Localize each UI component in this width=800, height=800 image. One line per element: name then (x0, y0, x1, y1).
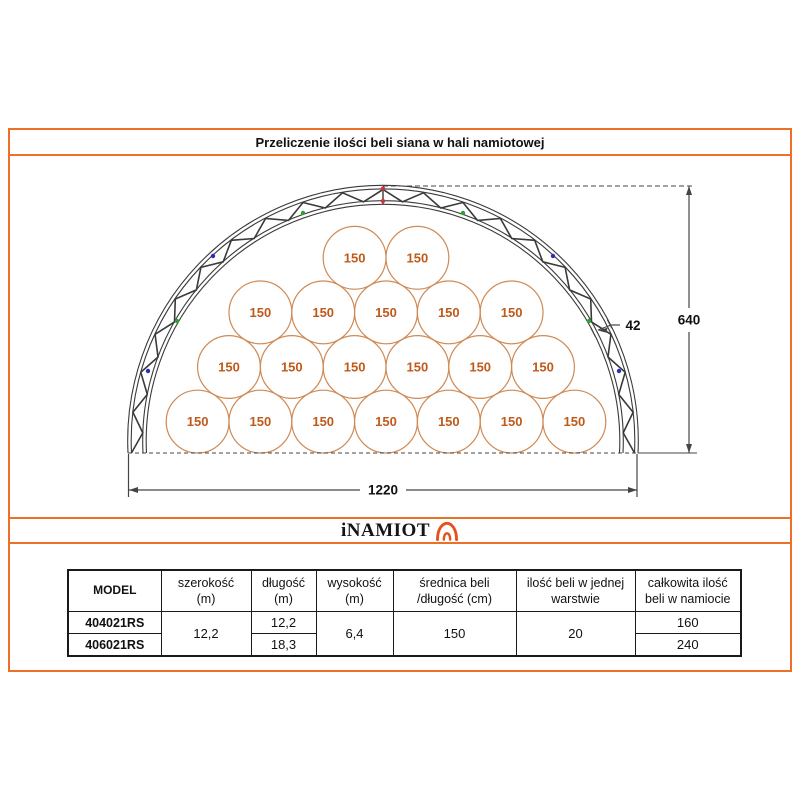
arrowhead-42 (598, 327, 608, 333)
title-bar: Przeliczenie ilości beli siana w hali na… (10, 130, 790, 156)
truss-arc (145, 203, 621, 454)
logo-bar: iNAMIOT (10, 519, 790, 544)
table-header-row: MODEL szerokość (m) długość (m) wysokość (m… (67, 569, 742, 612)
page-title: Przeliczenie ilości beli siana w hali na… (255, 134, 545, 150)
col-header-dlugosc: długość (m) (250, 569, 317, 612)
hay-bale-label: 150 (438, 414, 460, 429)
calkowita-cell: 160 (634, 611, 742, 634)
col-header-calkowita: całkowita ilość beli w namiocie (634, 569, 742, 612)
leader-42 (597, 324, 612, 331)
truss-marker-dot (460, 210, 466, 216)
szerokosc-cell: 12,2 (160, 611, 252, 657)
dimension-truss-depth-label: 42 (625, 318, 640, 333)
hay-bale-circle (385, 225, 450, 290)
col-header-srednica: średnica beli/długość (cm) (392, 569, 517, 612)
truss-marker-dot (586, 318, 592, 324)
table-row: 406021RS 18,3 240 (67, 633, 742, 657)
col-header-szerokosc: szerokość (m) (160, 569, 252, 612)
hay-bale-label: 150 (407, 250, 429, 265)
truss-marker-dot (616, 368, 622, 374)
hay-bale-label: 150 (469, 360, 491, 375)
tent-logo-icon (436, 521, 458, 541)
arrowhead-up (686, 186, 692, 195)
dlugosc-cell: 18,3 (250, 633, 317, 657)
model-cell: 404021RS (67, 611, 162, 634)
ilosc-warstwa-cell: 20 (515, 611, 636, 657)
arrowhead-right (628, 487, 637, 493)
hay-bale-label: 150 (218, 360, 240, 375)
calkowita-cell: 240 (634, 633, 742, 657)
wysokosc-cell: 6,4 (315, 611, 394, 657)
hay-bale-circle (542, 389, 607, 454)
truss-marker-dot (380, 186, 386, 191)
hay-bale-circle (479, 280, 544, 345)
hay-bale-circle (511, 335, 576, 400)
hay-bale-label: 150 (407, 360, 429, 375)
truss-marker-dot (174, 318, 180, 324)
hay-bale-label: 150 (438, 305, 460, 320)
hay-bale-label: 150 (375, 305, 397, 320)
table-row: 404021RS 12,2 12,2 6,4 150 20 160 (67, 611, 742, 657)
truss-marker-dot (145, 368, 151, 374)
hay-bale-label: 150 (532, 360, 554, 375)
dimension-height-label: 640 (678, 313, 701, 328)
model-cell: 406021RS (67, 633, 162, 657)
hay-bale-label: 150 (564, 414, 586, 429)
tick-42-inner (590, 327, 596, 338)
hay-bale-label: 150 (312, 414, 334, 429)
spec-table: MODEL szerokość (m) długość (m) wysokość (m… (67, 569, 742, 657)
spec-table-section: MODEL szerokość (m) długość (m) wysokość (m… (10, 544, 790, 670)
truss-marker-dot (210, 253, 216, 259)
col-header-wysokosc: wysokość (m) (315, 569, 394, 612)
hay-bale-label: 150 (501, 305, 523, 320)
hay-bale-label: 150 (344, 360, 366, 375)
hay-bale-label: 150 (375, 414, 397, 429)
truss-marker-dot (550, 253, 556, 259)
hay-bale-label: 150 (187, 414, 209, 429)
logo-text: iNAMIOT (341, 519, 430, 541)
arrowhead-left (129, 487, 138, 493)
hay-bale-label: 150 (312, 305, 334, 320)
dlugosc-cell: 12,2 (250, 611, 317, 634)
diagram-area: 150 150 150 150 150 150 150 150 150 150 150 150 150 1… (10, 156, 790, 519)
truss-marker-dot (380, 198, 386, 204)
hay-bale-label: 150 (250, 414, 272, 429)
col-header-ilosc-warstwa: ilość beli w jednej warstwie (515, 569, 636, 612)
hay-bale-label: 150 (250, 305, 272, 320)
srednica-cell: 150 (392, 611, 517, 657)
tent-cross-section-diagram: 150 150 150 150 150 150 150 150 150 150 150 150 150 1… (127, 184, 701, 498)
truss-marker-dot (300, 210, 306, 216)
arrowhead-down (686, 444, 692, 453)
hay-bale-label: 150 (281, 360, 303, 375)
dimension-span-label: 1220 (368, 483, 398, 498)
tick-42-outer (606, 319, 613, 329)
hay-bale-label: 150 (501, 414, 523, 429)
document-frame: Przeliczenie ilości beli siana w hali na… (8, 128, 792, 672)
hay-bale-label: 150 (344, 250, 366, 265)
col-header-model: MODEL (67, 569, 162, 612)
